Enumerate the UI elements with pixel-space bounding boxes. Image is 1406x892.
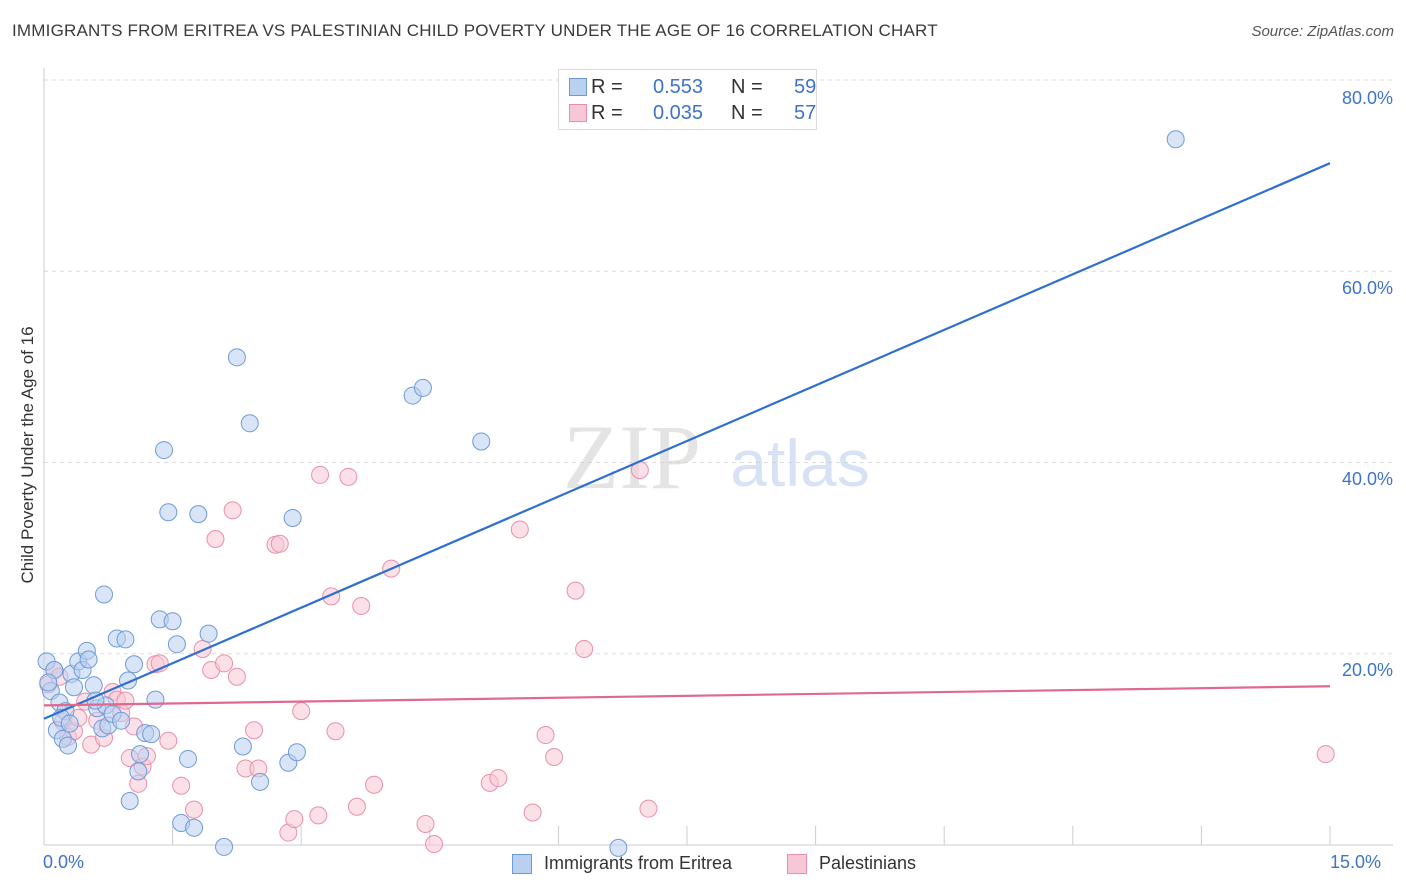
eritrea-point <box>189 505 208 524</box>
palestinian-point <box>352 596 371 615</box>
eritrea-point <box>39 673 58 692</box>
palestinian-point <box>116 691 135 710</box>
eritrea-point <box>167 635 186 654</box>
y-tick-label-40: 40.0% <box>1341 469 1393 489</box>
eritrea-point <box>185 818 204 837</box>
y-tick-label-80: 80.0% <box>1341 88 1393 108</box>
legend-r-value: 0.553 <box>653 76 704 98</box>
eritrea-points <box>37 130 1185 857</box>
legend-n-value: 59 <box>794 76 817 98</box>
eritrea-point <box>472 432 491 451</box>
palestinian-point <box>339 467 358 486</box>
trend-lines <box>43 162 1331 720</box>
palestinian-point <box>1316 745 1335 764</box>
eritrea-trend-line <box>43 162 1331 720</box>
watermark: ZIP atlas <box>563 406 870 508</box>
palestinian-point <box>311 465 330 484</box>
legend-r-label: R = <box>591 76 623 98</box>
legend-r-value: 0.035 <box>653 102 704 124</box>
palestinian-point <box>575 639 594 658</box>
eritrea-point <box>163 612 182 631</box>
legend-n-label: N = <box>731 102 763 124</box>
legend-n-value: 57 <box>794 102 817 124</box>
legend-label-eritrea: Immigrants from Eritrea <box>544 853 733 873</box>
watermark-zip: ZIP <box>563 406 701 508</box>
eritrea-point <box>199 624 218 643</box>
series-legend: Immigrants from Eritrea Palestinians <box>0 852 1406 878</box>
palestinian-point <box>425 835 444 854</box>
legend-n-label: N = <box>731 76 763 98</box>
eritrea-point <box>287 743 306 762</box>
legend-swatch-blue <box>512 854 532 874</box>
palestinian-point <box>159 731 178 750</box>
y-tick-label-20: 20.0% <box>1341 660 1393 680</box>
palestinian-point <box>536 726 555 745</box>
legend-label-palestinians: Palestinians <box>819 853 917 873</box>
eritrea-point <box>120 792 139 811</box>
palestinian-point <box>365 775 384 794</box>
palestinian-point <box>185 800 204 819</box>
palestinian-point <box>326 722 345 741</box>
eritrea-point <box>159 503 178 522</box>
eritrea-point <box>116 630 135 649</box>
grid-lines <box>44 79 1393 655</box>
eritrea-point <box>60 714 79 733</box>
palestinian-point <box>309 806 328 825</box>
legend-swatch-pink <box>569 104 587 122</box>
eritrea-point <box>233 737 252 756</box>
y-tick-label-60: 60.0% <box>1341 278 1393 298</box>
eritrea-point <box>227 348 246 367</box>
eritrea-point <box>112 711 131 730</box>
palestinian-point <box>416 814 435 833</box>
palestinian-point <box>566 581 585 600</box>
eritrea-point <box>283 508 302 527</box>
legend-r-label: R = <box>591 102 623 124</box>
eritrea-point <box>79 650 98 669</box>
eritrea-point <box>125 655 144 674</box>
eritrea-point <box>142 725 161 744</box>
palestinian-point <box>245 721 264 740</box>
palestinian-point <box>523 803 542 822</box>
eritrea-point <box>84 676 103 695</box>
eritrea-point <box>609 838 628 857</box>
eritrea-point <box>155 441 174 460</box>
eritrea-point <box>95 585 114 604</box>
palestinian-point <box>172 776 191 795</box>
eritrea-point <box>131 745 150 764</box>
eritrea-point <box>65 678 84 697</box>
watermark-atlas: atlas <box>730 426 869 500</box>
palestinian-point <box>489 769 508 788</box>
legend-swatch-blue <box>569 78 587 96</box>
eritrea-point <box>129 762 148 781</box>
eritrea-point <box>240 414 259 433</box>
eritrea-point <box>59 736 78 755</box>
legend-swatch-pink <box>787 854 807 874</box>
palestinian-point <box>292 702 311 721</box>
eritrea-point <box>251 772 270 791</box>
eritrea-point <box>1166 130 1185 149</box>
palestinian-point <box>639 799 658 818</box>
eritrea-point <box>179 749 198 768</box>
palestinians-points <box>39 461 1335 854</box>
palestinian-point <box>193 639 212 658</box>
correlation-legend: R = 0.553 N = 59 R = 0.035 N = 57 <box>558 69 817 130</box>
chart-title: IMMIGRANTS FROM ERITREA VS PALESTINIAN C… <box>12 21 938 40</box>
palestinian-point <box>215 654 234 673</box>
eritrea-point <box>413 378 432 397</box>
palestinian-point <box>347 797 366 816</box>
x-tick-label-min: 0.0% <box>43 852 85 872</box>
palestinian-point <box>545 748 564 767</box>
palestinian-trend-line <box>43 685 1331 707</box>
palestinian-point <box>270 534 289 553</box>
x-tick-label-max: 15.0% <box>1330 852 1382 872</box>
chart-source: Source: ZipAtlas.com <box>1251 23 1394 40</box>
palestinian-point <box>223 501 242 520</box>
palestinian-point <box>227 667 246 686</box>
palestinian-point <box>510 520 529 539</box>
eritrea-point <box>146 690 165 709</box>
eritrea-point <box>215 837 234 856</box>
palestinian-point <box>285 810 304 829</box>
palestinian-point <box>206 530 225 548</box>
